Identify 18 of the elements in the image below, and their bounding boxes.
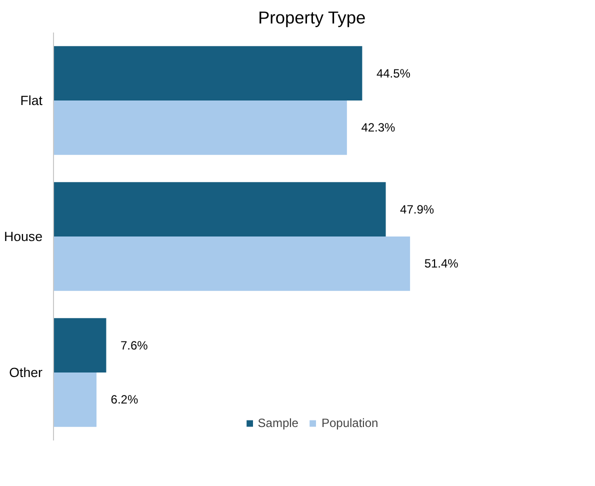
data-label: 51.4% bbox=[424, 256, 459, 271]
data-label: 44.5% bbox=[376, 66, 411, 80]
y-tick-label: Other bbox=[9, 365, 44, 380]
bar bbox=[54, 100, 347, 155]
bar bbox=[54, 318, 106, 372]
y-tick-label: House bbox=[4, 229, 43, 244]
data-label: 42.3% bbox=[361, 120, 396, 135]
legend-label: Population bbox=[321, 416, 378, 430]
bar bbox=[54, 182, 386, 236]
data-label: 7.6% bbox=[120, 338, 148, 352]
legend-label: Sample bbox=[258, 416, 298, 430]
chart-title: Property Type bbox=[258, 8, 366, 28]
data-label: 6.2% bbox=[110, 392, 138, 407]
data-label: 47.9% bbox=[400, 202, 434, 216]
bar bbox=[54, 46, 362, 100]
y-tick-label: Flat bbox=[20, 93, 43, 108]
bar bbox=[54, 236, 410, 291]
bar bbox=[54, 372, 97, 427]
